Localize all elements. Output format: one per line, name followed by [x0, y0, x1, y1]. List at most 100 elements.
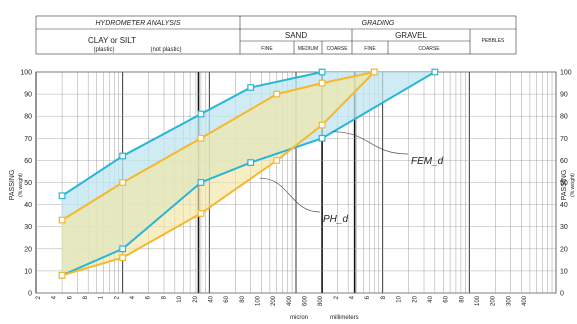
- x-tick-label: 80: [240, 295, 246, 302]
- data-point-ph-d: [119, 179, 127, 186]
- y-tick-label-right: 10: [560, 268, 568, 275]
- y-tick-label-right: 50: [560, 180, 568, 187]
- x-tick-label: 8: [381, 295, 387, 299]
- y-tick-label-left: 30: [24, 224, 32, 231]
- data-point-fem-d: [58, 192, 66, 200]
- data-point-ph-d: [318, 121, 326, 129]
- leader-line-ph-d: [259, 177, 321, 213]
- x-tick-label: 40: [208, 295, 214, 302]
- x-axis-label-micron: micron: [290, 315, 308, 321]
- x-tick-label: 20: [193, 295, 199, 302]
- data-point-fem-d: [119, 152, 127, 160]
- data-point-ph-d: [197, 210, 205, 217]
- data-point-ph-d: [58, 271, 66, 279]
- x-tick-label: 4: [130, 295, 136, 299]
- x-tick-label: 2: [334, 295, 340, 299]
- y-tick-label-left: 100: [20, 70, 32, 77]
- y-axis-label-left: PASSING: [9, 170, 16, 201]
- sand-fine-label: FINE: [261, 46, 273, 52]
- data-point-fem-d: [431, 68, 439, 76]
- envelope-area-fem-d: [62, 72, 435, 276]
- y-tick-label-right: 100: [560, 70, 572, 77]
- data-point-fem-d: [247, 159, 255, 167]
- data-point-fem-d: [318, 68, 326, 76]
- x-tick-label: 200: [491, 295, 497, 306]
- data-point-fem-d: [119, 245, 127, 253]
- grading-label: GRADING: [362, 20, 395, 27]
- series-line-fem-d-lower: [61, 71, 436, 277]
- data-point-ph-d: [273, 157, 281, 164]
- x-tick-label: 8: [83, 295, 89, 299]
- data-point-fem-d: [197, 110, 205, 118]
- x-tick-label: 60: [444, 295, 450, 302]
- clay-silt-label: CLAY or SILT: [88, 36, 136, 45]
- y-tick-label-right: 90: [560, 92, 568, 99]
- data-point-fem-d: [247, 84, 255, 91]
- sand-label: SAND: [285, 31, 307, 40]
- x-tick-label: 6: [67, 295, 73, 299]
- x-tick-label: 200: [271, 295, 277, 306]
- x-tick-label: 2: [114, 295, 120, 299]
- x-tick-label: 40: [428, 295, 434, 302]
- y-tick-label-right: 40: [560, 202, 568, 209]
- tick-labels: 0 0 10 10 20 20 30 30 40 40 50 50 60 60 70 70 80 80 90 90 10…: [20, 70, 571, 307]
- sand-coarse-label: COARSE: [326, 46, 348, 52]
- annotation-fem-d: FEM_d: [411, 156, 444, 167]
- x-tick-label: 10: [177, 295, 183, 302]
- gravel-label: GRAVEL: [395, 31, 427, 40]
- y-axis-unit-right: (% weight): [570, 173, 576, 197]
- gravel-coarse-label: COARSE: [418, 46, 440, 52]
- hydrometer-label: HYDROMETER ANALYSIS: [95, 20, 180, 27]
- y-tick-label-right: 0: [560, 291, 564, 298]
- x-tick-label: 60: [224, 295, 230, 302]
- plastic-label: (plastic): [93, 47, 114, 53]
- y-tick-label-left: 50: [24, 180, 32, 187]
- data-point-ph-d: [197, 134, 205, 142]
- x-tick-label: 300: [506, 295, 512, 306]
- series-lines: [61, 71, 436, 277]
- x-tick-label: 400: [287, 295, 293, 306]
- y-tick-label-left: 80: [24, 114, 32, 121]
- y-tick-label-left: 70: [24, 136, 32, 143]
- y-tick-label-right: 30: [560, 224, 568, 231]
- x-tick-label: 6: [146, 295, 152, 299]
- data-point-ph-d: [318, 79, 326, 87]
- y-tick-label-left: 40: [24, 202, 32, 209]
- y-tick-label-left: 0: [28, 291, 32, 298]
- y-axis-label-right: PASSING: [561, 170, 568, 201]
- x-tick-label: 6: [365, 295, 371, 299]
- x-tick-label: 80: [459, 295, 465, 302]
- y-tick-label-right: 60: [560, 158, 568, 165]
- header-frame: [35, 15, 517, 55]
- x-tick-label: 400: [522, 295, 528, 306]
- gravel-fine-label: FINE: [364, 46, 376, 52]
- data-point-ph-d: [119, 254, 127, 262]
- x-tick-label: 10: [397, 295, 403, 302]
- x-tick-label: 4: [350, 295, 356, 299]
- series-line-ph-d-upper: [61, 71, 375, 221]
- envelope-area-ph-d: [62, 72, 375, 276]
- y-tick-label-right: 80: [560, 114, 568, 121]
- series-markers: [58, 68, 439, 279]
- x-tick-label: 2: [36, 295, 42, 299]
- pebbles-label: PEBBLES: [482, 38, 505, 44]
- x-axis-label-millimeters: millimeters: [330, 315, 359, 321]
- y-tick-label-left: 60: [24, 158, 32, 165]
- x-tick-label: 1: [99, 295, 105, 299]
- y-tick-label-left: 90: [24, 92, 32, 99]
- x-tick-label: 8: [161, 295, 167, 299]
- leader-line-fem-d: [331, 131, 409, 155]
- sand-medium-label: MEDIUM: [298, 46, 318, 52]
- x-tick-label: 100: [255, 295, 261, 306]
- data-point-ph-d: [370, 68, 378, 76]
- y-tick-label-right: 70: [560, 136, 568, 143]
- data-point-fem-d: [197, 179, 205, 186]
- data-point-ph-d: [273, 90, 281, 98]
- x-tick-label: 800: [318, 295, 324, 306]
- x-tick-label: 100: [475, 295, 481, 306]
- grading-header: [35, 15, 517, 55]
- y-tick-label-left: 20: [24, 246, 32, 253]
- data-point-fem-d: [318, 134, 326, 142]
- series-line-ph-d-lower: [61, 71, 376, 277]
